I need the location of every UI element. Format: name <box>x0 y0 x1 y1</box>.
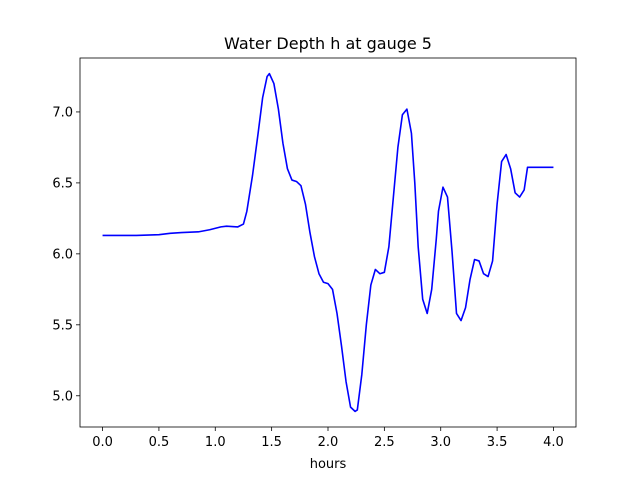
x-tick-label: 3.5 <box>487 435 508 450</box>
x-tick-label: 0.5 <box>149 435 170 450</box>
x-tick-label: 4.0 <box>543 435 564 450</box>
series-line-0 <box>102 72 554 413</box>
y-tick-label: 5.0 <box>52 389 73 404</box>
y-axis-ticks: 5.0 5.5 6.0 6.5 7.0 <box>52 105 80 404</box>
x-axis-ticks: 0.0 0.5 1.0 1.5 2.0 2.5 3.0 3.5 4.0 <box>92 427 564 450</box>
y-tick-label: 5.5 <box>52 318 73 333</box>
x-tick-label: 3.0 <box>430 435 451 450</box>
y-tick-label: 6.0 <box>52 247 73 262</box>
x-tick-label: 2.0 <box>318 435 339 450</box>
x-tick-label: 2.5 <box>374 435 395 450</box>
y-tick-label: 6.5 <box>52 176 73 191</box>
x-tick-label: 1.5 <box>261 435 282 450</box>
y-tick-label: 7.0 <box>52 105 73 120</box>
x-tick-label: 1.0 <box>205 435 226 450</box>
series-layer <box>102 72 554 413</box>
x-axis-label: hours <box>310 457 347 472</box>
chart-title: Water Depth h at gauge 5 <box>224 34 432 53</box>
x-tick-label: 0.0 <box>92 435 113 450</box>
plot-area <box>80 58 576 427</box>
